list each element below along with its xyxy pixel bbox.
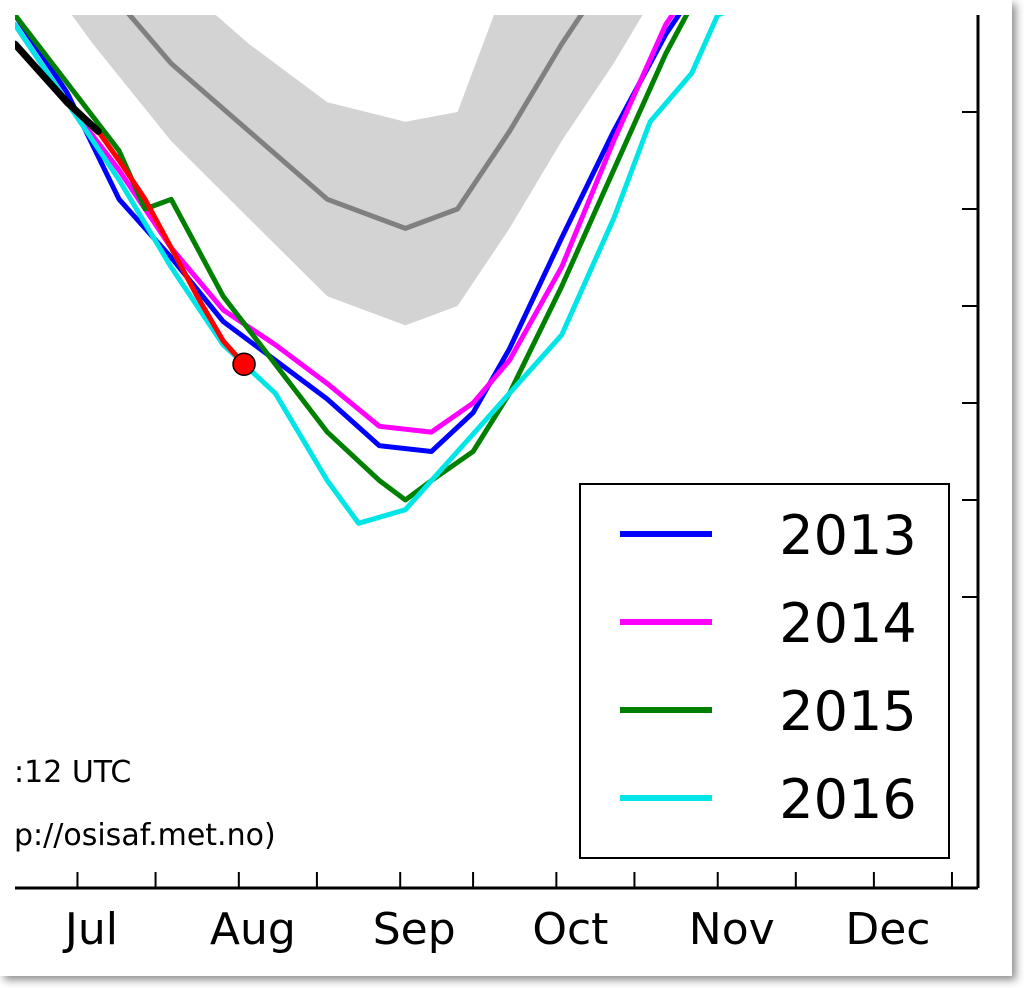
series-2015-line — [15, 15, 690, 503]
series-line-5 — [15, 40, 102, 135]
x-tick-label-dec: Dec — [845, 904, 930, 955]
x-tick-label-aug: Aug — [210, 904, 296, 955]
time-note: :12 UTC — [14, 755, 131, 790]
climatology-band — [71, 15, 643, 326]
sea-ice-extent-chart: Jul Aug Sep Oct Nov Dec :12 UTC p://osisaf.me… — [14, 15, 980, 955]
legend-label-2015: 2015 — [779, 680, 916, 743]
current-point-marker — [232, 352, 256, 376]
legend-label-2016: 2016 — [779, 768, 916, 831]
series-line-4 — [95, 128, 247, 367]
x-tick-label-sep: Sep — [373, 904, 456, 955]
chart-frame: Jul Aug Sep Oct Nov Dec :12 UTC p://osisaf.me… — [14, 15, 980, 955]
legend-label-2014: 2014 — [779, 592, 916, 655]
climatology-mean-line — [126, 15, 585, 231]
legend-label-2013: 2013 — [779, 504, 916, 567]
x-tick-label-nov: Nov — [689, 904, 775, 955]
series-2016-line — [15, 15, 725, 526]
x-tick-label-jul: Jul — [62, 904, 118, 955]
x-tick-label-oct: Oct — [532, 904, 608, 955]
source-note: p://osisaf.met.no) — [14, 818, 276, 853]
legend: 2013 2014 2015 2016 — [579, 483, 950, 859]
